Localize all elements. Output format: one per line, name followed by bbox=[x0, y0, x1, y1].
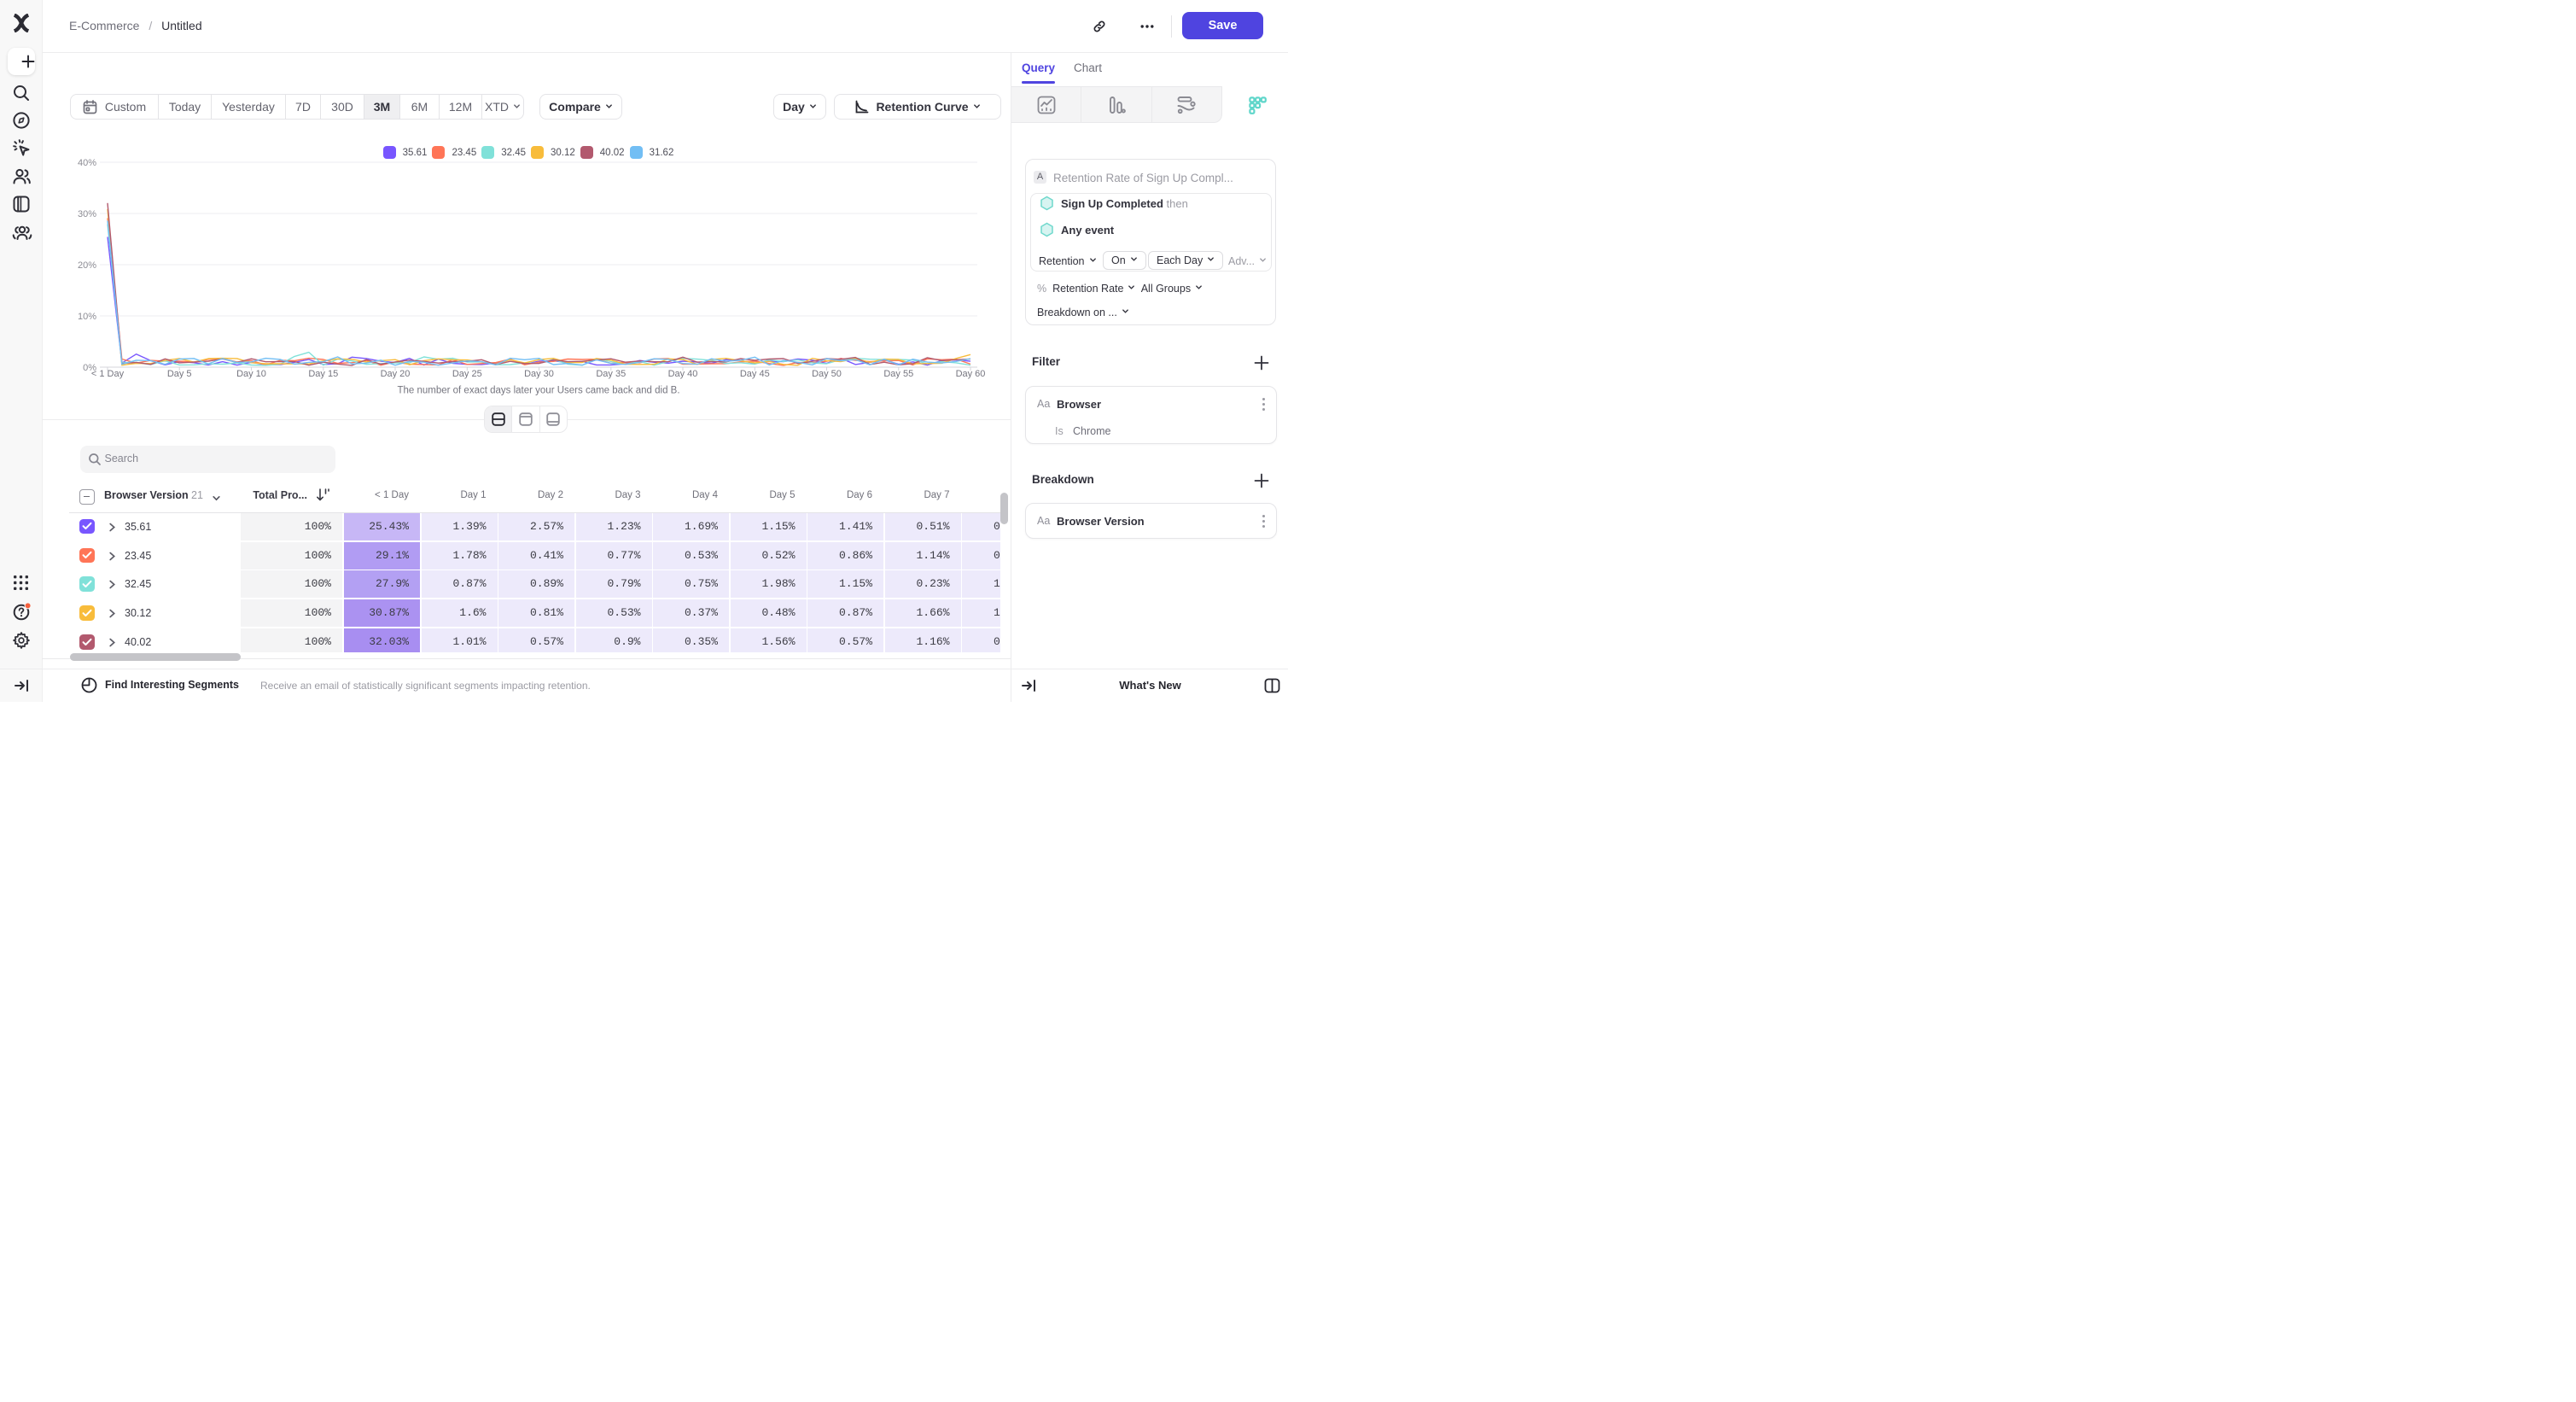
svg-text:30%: 30% bbox=[78, 209, 96, 219]
svg-text:Day 45: Day 45 bbox=[740, 369, 770, 379]
svg-text:Day 15: Day 15 bbox=[308, 369, 338, 379]
svg-text:0%: 0% bbox=[83, 363, 96, 373]
svg-text:Day 10: Day 10 bbox=[236, 369, 266, 379]
svg-text:Day 35: Day 35 bbox=[596, 369, 626, 379]
svg-text:40%: 40% bbox=[78, 158, 96, 168]
svg-text:Day 25: Day 25 bbox=[452, 369, 482, 379]
svg-text:Day 20: Day 20 bbox=[381, 369, 411, 379]
svg-text:10%: 10% bbox=[78, 312, 96, 322]
svg-text:Day 60: Day 60 bbox=[956, 369, 986, 379]
svg-text:20%: 20% bbox=[78, 260, 96, 271]
svg-text:Day 40: Day 40 bbox=[668, 369, 698, 379]
svg-text:Day 50: Day 50 bbox=[812, 369, 842, 379]
svg-text:Day 5: Day 5 bbox=[167, 369, 192, 379]
svg-text:Day 30: Day 30 bbox=[524, 369, 554, 379]
svg-text:< 1 Day: < 1 Day bbox=[91, 369, 125, 379]
svg-text:The number of exact days later: The number of exact days later your User… bbox=[397, 386, 679, 396]
svg-text:Day 55: Day 55 bbox=[883, 369, 913, 379]
